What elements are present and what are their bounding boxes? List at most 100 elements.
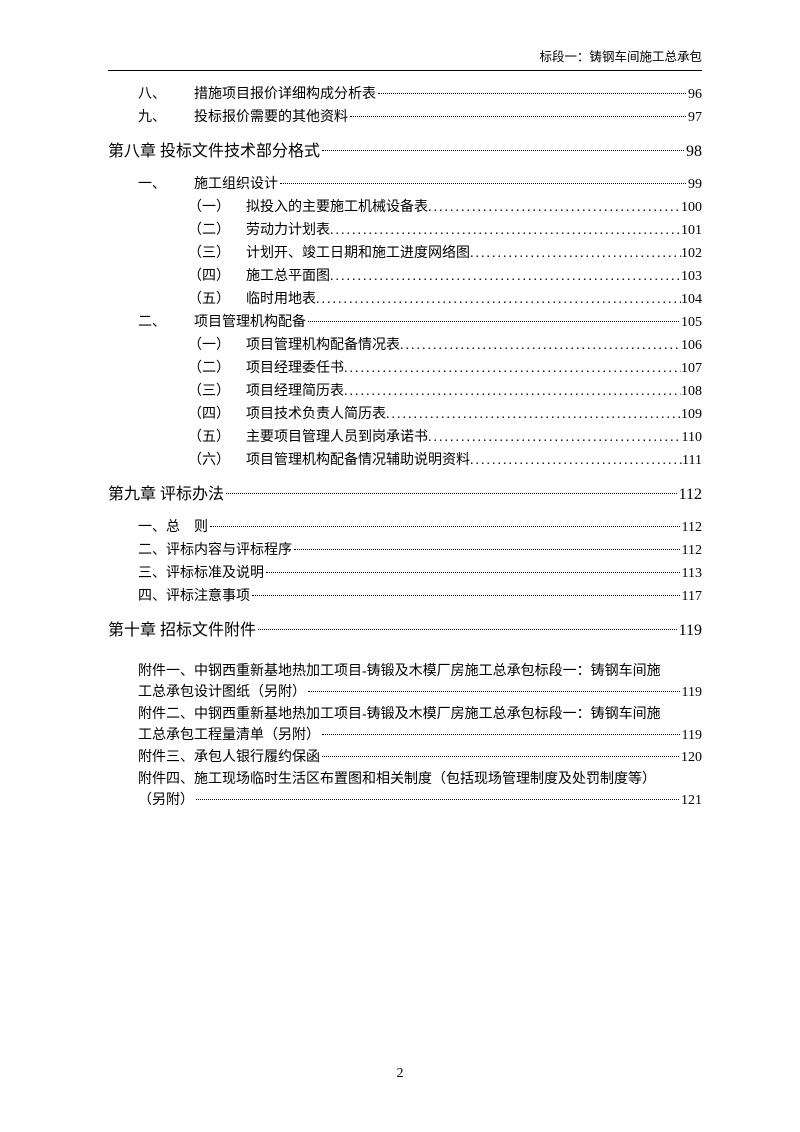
toc-page: 119	[679, 619, 702, 643]
toc-page: 101	[681, 220, 702, 241]
toc-label: 九、投标报价需要的其他资料	[138, 107, 348, 128]
toc-entry: （三）计划开、竣工日期和施工进度网络图.....................…	[108, 243, 702, 264]
toc-label: 工总承包设计图纸（另附）	[138, 682, 306, 703]
toc-label: 八、措施项目报价详细构成分析表	[138, 84, 376, 105]
toc-page: 119	[682, 725, 702, 746]
toc-entry: 二、项目管理机构配备 105	[108, 312, 702, 333]
toc-leader	[308, 321, 679, 322]
toc-page: 113	[682, 563, 702, 584]
toc-leader	[350, 116, 686, 117]
toc-leader	[226, 493, 677, 494]
toc-attachment-line2: 工总承包工程量清单（另附） 119	[108, 725, 702, 746]
toc-label: （一）拟投入的主要施工机械设备表	[188, 197, 428, 218]
toc-leader: ........................................…	[344, 358, 681, 379]
toc-leader	[252, 595, 680, 596]
toc-leader: ........................................…	[428, 197, 681, 218]
toc-attachment-line2: 工总承包设计图纸（另附） 119	[108, 682, 702, 703]
toc-leader	[280, 183, 686, 184]
toc-leader	[210, 526, 680, 527]
toc-page: 106	[681, 335, 702, 356]
toc-entry: 四、评标注意事项 117	[108, 586, 702, 607]
toc-leader: ........................................…	[330, 220, 681, 241]
toc-attachment-line1: 附件四、施工现场临时生活区布置图和相关制度（包括现场管理制度及处罚制度等）	[108, 769, 702, 790]
toc-leader	[258, 629, 677, 630]
toc-entry: （二）项目经理委任书..............................…	[108, 358, 702, 379]
toc-label: （三）项目经理简历表	[188, 381, 344, 402]
toc-leader	[322, 756, 679, 757]
toc-leader	[308, 691, 680, 692]
page-number: 2	[0, 1063, 800, 1084]
toc-leader: ........................................…	[470, 450, 682, 471]
toc-page: 105	[681, 312, 702, 333]
toc-leader	[196, 799, 679, 800]
toc-entry: （二）劳动力计划表...............................…	[108, 220, 702, 241]
toc-label: （一）项目管理机构配备情况表	[188, 335, 400, 356]
toc-label: （四）施工总平面图	[188, 266, 330, 287]
toc-attachment-line1: 附件二、中钢西重新基地热加工项目-铸锻及木模厂房施工总承包标段一：铸钢车间施	[108, 704, 702, 725]
toc-entry: （四）项目技术负责人简历表...........................…	[108, 404, 702, 425]
toc-entry: （五）临时用地表................................…	[108, 289, 702, 310]
toc-entry: 第十章 招标文件附件 119	[108, 619, 702, 643]
toc-attachment-line2: （另附） 121	[108, 790, 702, 811]
toc-leader	[266, 572, 680, 573]
toc-label: （六）项目管理机构配备情况辅助说明资料	[188, 450, 470, 471]
toc-page: 103	[681, 266, 702, 287]
toc-page: 112	[679, 483, 702, 507]
header-rule	[108, 70, 702, 71]
page-header: 标段一：铸钢车间施工总承包	[539, 48, 702, 67]
toc-attachment: 附件三、承包人银行履约保函120	[108, 747, 702, 768]
toc-label: （三）计划开、竣工日期和施工进度网络图	[188, 243, 470, 264]
toc-label: 四、评标注意事项	[138, 586, 250, 607]
toc-entry: （一）项目管理机构配备情况表..........................…	[108, 335, 702, 356]
toc-label: 第十章 招标文件附件	[108, 619, 256, 643]
toc-page: 112	[682, 540, 702, 561]
toc-label: （二）劳动力计划表	[188, 220, 330, 241]
toc-label: 三、评标标准及说明	[138, 563, 264, 584]
toc-entry: （五）主要项目管理人员到岗承诺书........................…	[108, 427, 702, 448]
toc-entry: 一、施工组织设计99	[108, 174, 702, 195]
toc-page: 111	[682, 450, 702, 471]
toc-entry: （四）施工总平面图...............................…	[108, 266, 702, 287]
toc-label: 一、总 则	[138, 517, 208, 538]
toc-page: 119	[682, 682, 702, 703]
toc-page: 98	[686, 140, 702, 164]
toc-entry: 一、总 则 112	[108, 517, 702, 538]
toc-label: （四）项目技术负责人简历表	[188, 404, 386, 425]
toc-label: 工总承包工程量清单（另附）	[138, 725, 320, 746]
toc-entry: 三、评标标准及说明 113	[108, 563, 702, 584]
toc-leader: ........................................…	[330, 266, 681, 287]
toc-label: （二）项目经理委任书	[188, 358, 344, 379]
toc-leader: ........................................…	[316, 289, 681, 310]
toc-entry: 九、投标报价需要的其他资料 97	[108, 107, 702, 128]
toc-page: 97	[688, 107, 702, 128]
toc-label: 第八章 投标文件技术部分格式	[108, 140, 320, 164]
toc-label: 第九章 评标办法	[108, 483, 224, 507]
toc-page: 117	[682, 586, 702, 607]
toc-entry: 二、评标内容与评标程序 112	[108, 540, 702, 561]
toc-leader: ........................................…	[386, 404, 681, 425]
toc-page: 96	[688, 84, 702, 105]
toc-entry: （三）项目经理简历表..............................…	[108, 381, 702, 402]
toc-page: 99	[688, 174, 702, 195]
toc-label: （另附）	[138, 790, 194, 811]
toc-leader: ........................................…	[428, 427, 682, 448]
toc-entry: （六）项目管理机构配备情况辅助说明资料.....................…	[108, 450, 702, 471]
toc-label: 二、评标内容与评标程序	[138, 540, 292, 561]
toc-page: 121	[681, 790, 702, 811]
toc-leader: ........................................…	[400, 335, 681, 356]
toc-leader: ........................................…	[470, 243, 681, 264]
toc-leader	[294, 549, 680, 550]
toc-page: 112	[682, 517, 702, 538]
toc-page: 100	[681, 197, 702, 218]
toc-page: 120	[681, 747, 702, 768]
toc-content: 八、措施项目报价详细构成分析表 96 九、投标报价需要的其他资料 97 第八章 投标文件…	[108, 84, 702, 811]
toc-attachment-line1: 附件一、中钢西重新基地热加工项目-铸锻及木模厂房施工总承包标段一：铸钢车间施	[108, 661, 702, 682]
toc-label: （五）临时用地表	[188, 289, 316, 310]
toc-page: 108	[681, 381, 702, 402]
toc-leader	[378, 93, 686, 94]
toc-label: 二、项目管理机构配备	[138, 312, 306, 333]
toc-entry: （一）拟投入的主要施工机械设备表........................…	[108, 197, 702, 218]
toc-entry: 第九章 评标办法 112	[108, 483, 702, 507]
toc-leader	[322, 150, 684, 151]
toc-page: 102	[681, 243, 702, 264]
